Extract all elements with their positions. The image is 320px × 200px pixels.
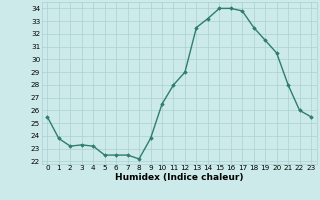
X-axis label: Humidex (Indice chaleur): Humidex (Indice chaleur) xyxy=(115,173,244,182)
